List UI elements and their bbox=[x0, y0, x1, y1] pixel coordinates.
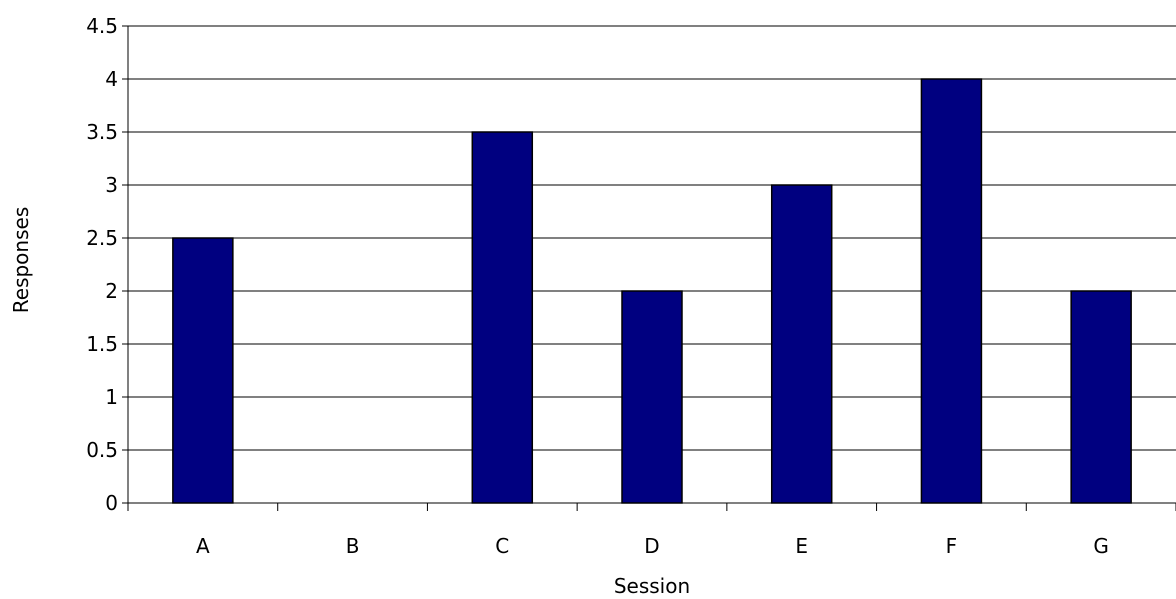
x-tick-label-G: G bbox=[1093, 534, 1109, 558]
y-tick-label: 3 bbox=[105, 173, 118, 197]
y-axis-title: Responses bbox=[9, 207, 33, 313]
x-tick-label-A: A bbox=[196, 534, 210, 558]
bar-F bbox=[920, 78, 983, 504]
x-tick-label-D: D bbox=[644, 534, 659, 558]
y-tick-labels: 0 0.5 1 1.5 2 2.5 3 3.5 4 4.5 bbox=[86, 14, 118, 515]
axes bbox=[122, 25, 1176, 511]
x-axis-title: Session bbox=[614, 574, 690, 598]
x-tick-label-C: C bbox=[495, 534, 509, 558]
x-tick-label-E: E bbox=[795, 534, 808, 558]
y-tick-label: 0.5 bbox=[86, 438, 118, 462]
bar-A bbox=[172, 237, 234, 504]
bar-G bbox=[1070, 290, 1132, 504]
y-tick-label: 4 bbox=[105, 67, 118, 91]
x-tick-label-B: B bbox=[346, 534, 360, 558]
y-tick-label: 1 bbox=[105, 385, 118, 409]
y-tick-label: 2 bbox=[105, 279, 118, 303]
y-tick-label: 1.5 bbox=[86, 332, 118, 356]
x-tick-label-F: F bbox=[946, 534, 958, 558]
y-tick-label: 2.5 bbox=[86, 226, 118, 250]
bar-C bbox=[471, 131, 534, 504]
y-tick-label: 4.5 bbox=[86, 14, 118, 38]
x-tick-labels: A B C D E F G bbox=[196, 534, 1109, 558]
y-tick-label: 3.5 bbox=[86, 120, 118, 144]
bars bbox=[172, 78, 1132, 504]
y-tick-label: 0 bbox=[105, 491, 118, 515]
bar-E bbox=[770, 184, 833, 504]
bar-D bbox=[621, 290, 683, 504]
gridlines bbox=[128, 25, 1176, 451]
